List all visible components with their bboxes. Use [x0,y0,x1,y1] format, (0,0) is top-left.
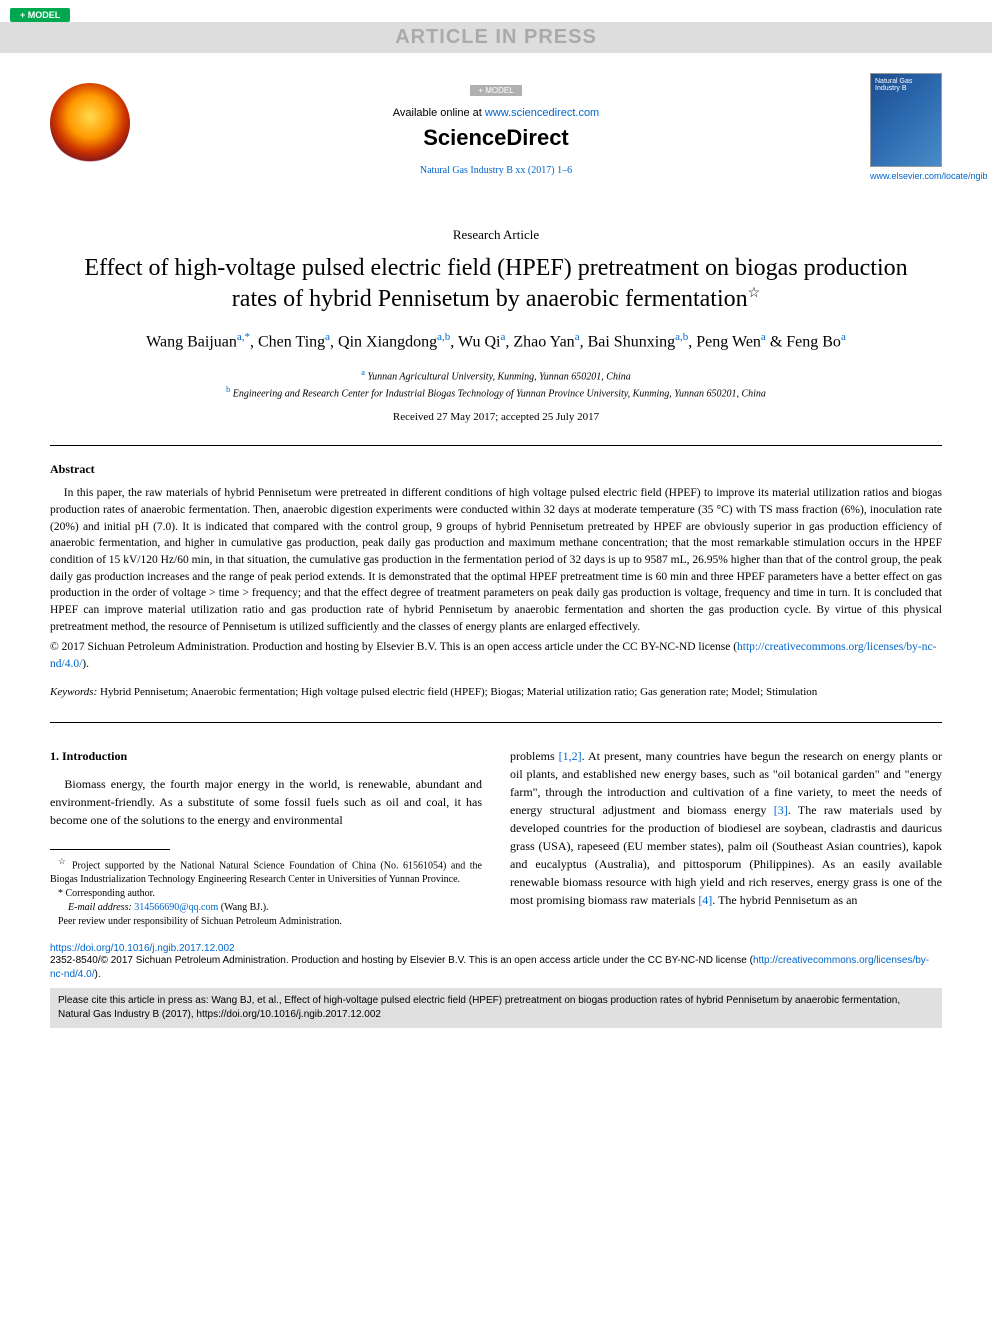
copyright-line: © 2017 Sichuan Petroleum Administration.… [50,639,942,672]
abstract-heading: Abstract [50,462,942,477]
sciencedirect-url[interactable]: www.sciencedirect.com [485,107,599,119]
article-type: Research Article [50,227,942,243]
footnote-peer-review: Peer review under responsibility of Sich… [50,915,482,929]
model-badge-top: + MODEL [10,8,70,22]
intro-heading: 1. Introduction [50,747,482,765]
model-badge-center: + MODEL [470,85,521,96]
citation-box: Please cite this article in press as: Wa… [50,988,942,1028]
article-title: Effect of high-voltage pulsed electric f… [50,253,942,315]
available-prefix: Available online at [393,107,485,119]
keywords-label: Keywords: [50,686,97,698]
license-bottom: 2352-8540/© 2017 Sichuan Petroleum Admin… [50,954,942,982]
corresponding-email[interactable]: 314566690@qq.com [134,902,218,913]
available-online-line: Available online at www.sciencedirect.co… [50,107,942,119]
keywords: Keywords: Hybrid Pennisetum; Anaerobic f… [50,685,942,700]
email-label: E-mail address: [68,902,134,913]
sciencedirect-brand: ScienceDirect [50,125,942,151]
publisher-logo [50,83,130,163]
intro-col2-p4: . The hybrid Pennisetum as an [712,893,857,907]
title-footnote-marker: ☆ [748,286,761,301]
article-in-press-banner: ARTICLE IN PRESS [0,22,992,53]
affiliations: a Yunnan Agricultural University, Kunmin… [50,367,942,402]
ref-4[interactable]: [4] [698,893,712,907]
affiliation-b: Engineering and Research Center for Indu… [233,388,766,399]
affiliation-a: Yunnan Agricultural University, Kunming,… [367,371,630,382]
license-bottom-suffix: ). [94,969,100,980]
footnote-corresponding: Corresponding author. [66,888,155,899]
journal-reference: Natural Gas Industry B xx (2017) 1–6 [50,165,942,176]
license-bottom-text: 2352-8540/© 2017 Sichuan Petroleum Admin… [50,955,753,966]
header-area: www.elsevier.com/locate/ngib + MODEL Ava… [50,73,942,213]
footnote-separator [50,849,170,850]
copyright-suffix: ). [82,658,89,670]
journal-homepage-link[interactable]: www.elsevier.com/locate/ngib [870,171,942,181]
column-right: problems [1,2]. At present, many countri… [510,747,942,929]
ref-3[interactable]: [3] [774,803,788,817]
abstract-body: In this paper, the raw materials of hybr… [50,485,942,635]
journal-cover-thumbnail [870,73,942,167]
intro-col2-p1: problems [510,749,559,763]
footnote-project: Project supported by the National Natura… [50,860,482,885]
footnotes: ☆ Project supported by the National Natu… [50,856,482,929]
title-text: Effect of high-voltage pulsed electric f… [84,255,907,312]
doi-link[interactable]: https://doi.org/10.1016/j.ngib.2017.12.0… [50,943,942,954]
separator-top [50,445,942,446]
ref-1-2[interactable]: [1,2] [559,749,582,763]
copyright-text: © 2017 Sichuan Petroleum Administration.… [50,641,737,653]
intro-para-col1: Biomass energy, the fourth major energy … [50,775,482,829]
column-left: 1. Introduction Biomass energy, the four… [50,747,482,929]
author-list: Wang Baijuana,*, Chen Tinga, Qin Xiangdo… [50,329,942,354]
journal-cover-block: www.elsevier.com/locate/ngib [870,73,942,181]
keywords-list: Hybrid Pennisetum; Anaerobic fermentatio… [100,686,817,698]
separator-bottom [50,722,942,723]
sun-logo-icon [50,83,130,163]
intro-col2-p3: . The raw materials used by developed co… [510,803,942,907]
email-suffix: (Wang BJ.). [218,902,268,913]
article-dates: Received 27 May 2017; accepted 25 July 2… [50,411,942,423]
body-columns: 1. Introduction Biomass energy, the four… [50,747,942,929]
